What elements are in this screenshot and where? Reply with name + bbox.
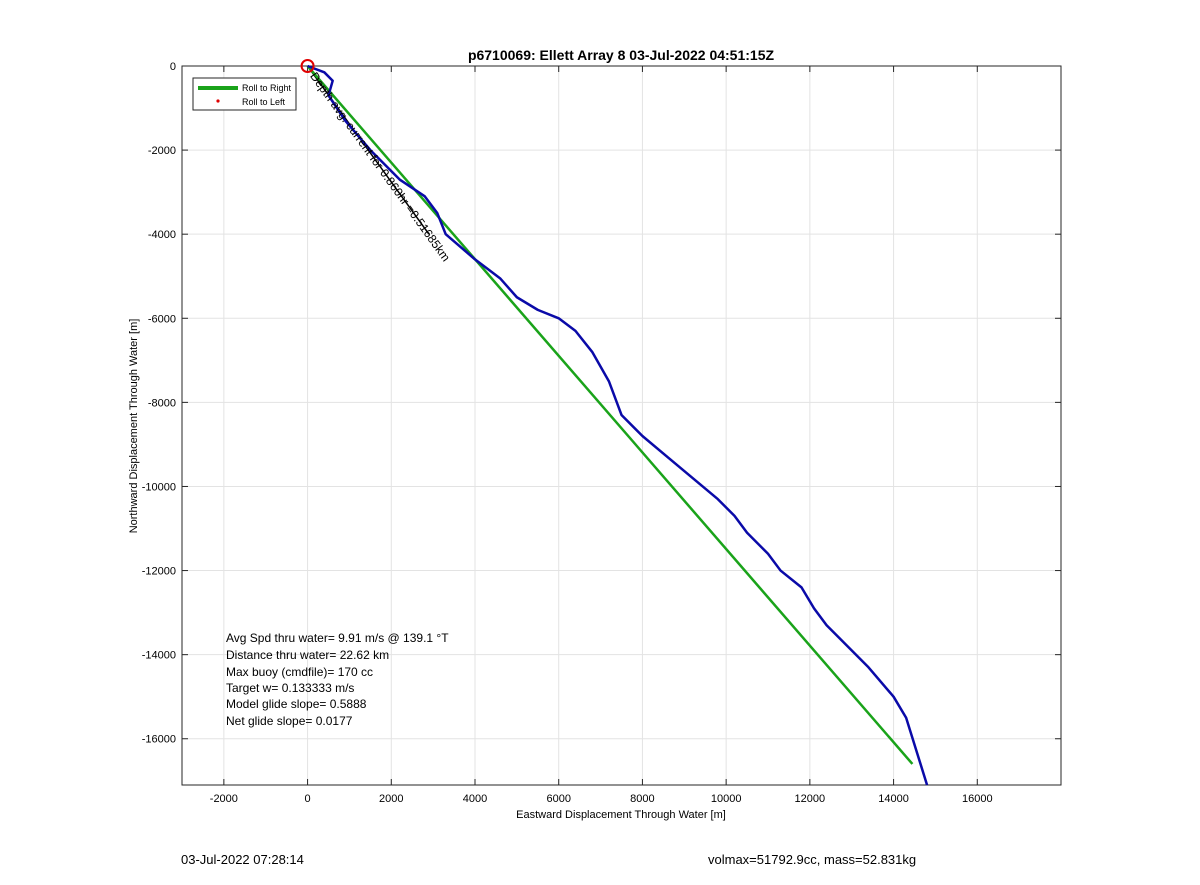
depth-average-current-label: Depth avg. current for 0.860hr =0.51685k… [307, 70, 453, 265]
series-line-roll-to-right [306, 65, 914, 765]
legend-label-roll-to-left: Roll to Left [242, 97, 286, 107]
stat-distance: Distance thru water= 22.62 km [226, 648, 389, 662]
y-tick-label: 0 [170, 61, 176, 73]
y-tick-label: -6000 [148, 313, 176, 325]
x-tick-label: 10000 [711, 793, 742, 805]
legend-box [192, 77, 297, 111]
y-tick-label: -8000 [148, 397, 176, 409]
series-line-glider-track [307, 64, 929, 786]
footer-timestamp: 03-Jul-2022 07:28:14 [181, 852, 304, 867]
x-tick-label: -2000 [210, 793, 238, 805]
y-tick-label: -10000 [142, 481, 176, 493]
legend-label-roll-to-right: Roll to Right [242, 83, 292, 93]
footer-volmax-mass: volmax=51792.9cc, mass=52.831kg [708, 852, 917, 867]
y-axis-label: Northward Displacement Through Water [m] [128, 319, 140, 534]
axis-ticks: -2000 0 2000 4000 6000 8000 10000 12000 14000 160… [142, 61, 1061, 805]
y-tick-label: -4000 [148, 229, 176, 241]
x-tick-label: 16000 [962, 793, 993, 805]
data-marks: Depth avg. current for 0.860hr =0.51685k… [300, 59, 929, 786]
x-tick-label: 0 [305, 793, 311, 805]
chart-title: p6710069: Ellett Array 8 03-Jul-2022 04:… [468, 47, 775, 63]
x-tick-label: 2000 [379, 793, 403, 805]
stat-target-w: Target w= 0.133333 m/s [226, 681, 354, 695]
stat-model-glide-slope: Model glide slope= 0.5888 [226, 697, 367, 711]
stat-avg-speed: Avg Spd thru water= 9.91 m/s @ 139.1 °T [226, 631, 449, 645]
stats-annotations: Avg Spd thru water= 9.91 m/s @ 139.1 °T … [226, 631, 449, 728]
start-position-marker [300, 59, 315, 73]
x-tick-label: 8000 [630, 793, 654, 805]
y-tick-label: -16000 [142, 734, 176, 746]
x-tick-label: 14000 [878, 793, 909, 805]
stat-net-glide-slope: Net glide slope= 0.0177 [226, 714, 353, 728]
y-tick-label: -2000 [148, 145, 176, 157]
y-tick-label: -14000 [142, 650, 176, 662]
x-tick-label: 4000 [463, 793, 487, 805]
plot-area-border [181, 65, 1062, 786]
x-tick-label: 6000 [546, 793, 570, 805]
x-tick-label: 12000 [795, 793, 826, 805]
x-axis-label: Eastward Displacement Through Water [m] [516, 809, 726, 821]
y-tick-label: -12000 [142, 566, 176, 578]
legend-swatch-roll-to-left [216, 99, 220, 103]
stat-max-buoy: Max buoy (cmdfile)= 170 cc [226, 665, 373, 679]
legend: Roll to Right Roll to Left [192, 77, 297, 111]
